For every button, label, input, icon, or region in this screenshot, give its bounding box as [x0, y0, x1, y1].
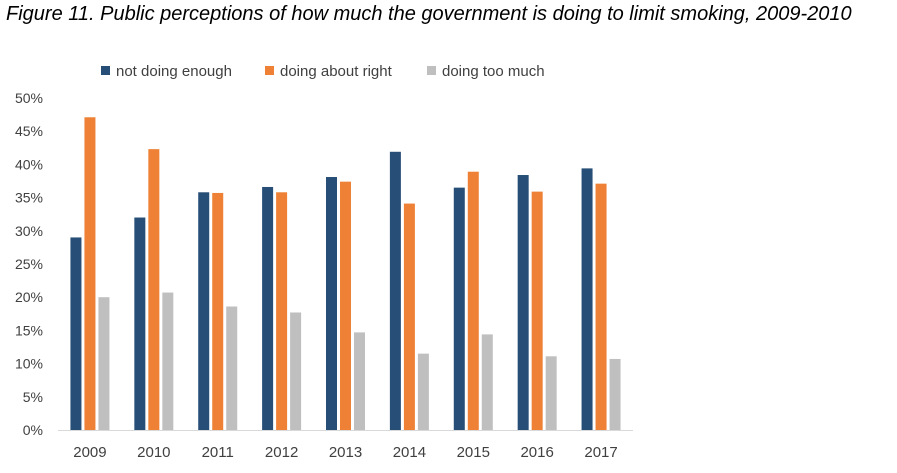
- legend-label: doing about right: [280, 63, 393, 80]
- bars: [70, 117, 621, 431]
- bar-doing-too-much-2016: [545, 356, 557, 430]
- bar-doing-too-much-2009: [98, 297, 110, 430]
- y-tick-label: 30%: [15, 223, 43, 239]
- bar-doing-too-much-2015: [481, 334, 493, 430]
- bar-not-doing-enough-2014: [389, 151, 401, 430]
- bar-doing-about-right-2014: [403, 203, 415, 430]
- y-tick-label: 10%: [15, 356, 43, 372]
- bar-not-doing-enough-2011: [198, 192, 210, 430]
- bar-doing-about-right-2010: [148, 149, 160, 431]
- legend: not doing enough doing about right doing t…: [101, 63, 545, 80]
- legend-label: doing too much: [442, 63, 545, 80]
- y-tick-label: 15%: [15, 322, 43, 338]
- bar-not-doing-enough-2009: [70, 237, 82, 430]
- y-tick-label: 50%: [15, 90, 43, 106]
- bar-doing-too-much-2012: [290, 312, 302, 430]
- bar-not-doing-enough-2015: [453, 187, 465, 430]
- x-tick-label: 2015: [457, 444, 490, 461]
- bar-not-doing-enough-2010: [134, 217, 146, 430]
- bar-not-doing-enough-2013: [326, 177, 337, 430]
- bar-not-doing-enough-2012: [262, 186, 274, 430]
- chart-title: Figure 11. Public perceptions of how muc…: [6, 3, 852, 25]
- y-tick-label: 45%: [15, 123, 43, 139]
- bar-doing-too-much-2011: [226, 306, 238, 430]
- y-tick-label: 40%: [15, 156, 43, 172]
- x-tick-label: 2016: [520, 444, 553, 461]
- bar-doing-too-much-2014: [417, 353, 429, 430]
- x-tick-label: 2014: [393, 444, 426, 461]
- bar-doing-about-right-2012: [276, 192, 288, 430]
- bar-doing-about-right-2017: [595, 183, 607, 430]
- y-axis: 0% 5% 10% 15% 20% 25% 30% 35% 40% 45% 50%: [15, 90, 43, 438]
- bar-not-doing-enough-2016: [517, 175, 529, 430]
- legend-swatch-not-doing-enough: [101, 66, 110, 75]
- legend-label: not doing enough: [116, 63, 232, 80]
- y-tick-label: 5%: [23, 389, 43, 405]
- x-tick-label: 2009: [73, 444, 106, 461]
- bar-doing-about-right-2011: [212, 192, 224, 430]
- bar-doing-about-right-2009: [84, 117, 96, 431]
- bar-doing-about-right-2013: [340, 181, 351, 430]
- bar-not-doing-enough-2017: [581, 168, 593, 430]
- bar-doing-about-right-2016: [531, 191, 543, 430]
- bar-doing-too-much-2013: [354, 332, 365, 430]
- bar-doing-about-right-2015: [467, 171, 479, 431]
- bar-doing-too-much-2010: [162, 292, 174, 430]
- bar-doing-too-much-2017: [609, 358, 621, 430]
- legend-swatch-doing-about-right: [265, 66, 274, 75]
- x-tick-label: 2017: [584, 444, 617, 461]
- legend-swatch-doing-too-much: [427, 66, 436, 75]
- y-tick-label: 25%: [15, 256, 43, 272]
- y-tick-label: 35%: [15, 190, 43, 206]
- x-tick-label: 2011: [202, 444, 234, 461]
- x-tick-label: 2010: [137, 444, 170, 461]
- x-tick-label: 2013: [329, 444, 362, 461]
- y-tick-label: 20%: [15, 289, 43, 305]
- x-axis: 2009 2010 2011 2012 2013 2014 2015 2016 2017: [58, 430, 633, 461]
- y-tick-label: 0%: [23, 422, 43, 438]
- x-tick-label: 2012: [265, 444, 298, 461]
